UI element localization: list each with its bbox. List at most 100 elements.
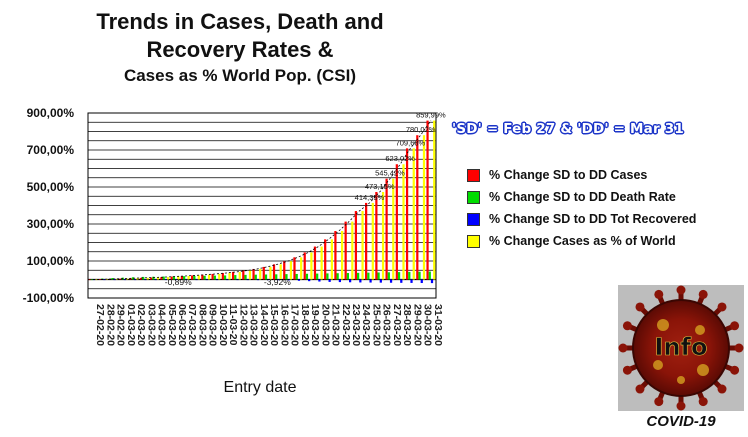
bar--change-sd-to-dd-cases-10-03-20	[211, 273, 214, 280]
bar--change-sd-to-dd-tot-recovered-10-03-20	[215, 279, 219, 281]
legend-label-world: % Change Cases as % of World	[489, 234, 676, 248]
bar--change-sd-to-dd-cases-09-03-20	[201, 274, 204, 280]
x-tick-label: 22-03-20	[340, 304, 352, 346]
x-tick-label: 11-03-20	[227, 304, 239, 346]
bar--change-sd-to-dd-tot-recovered-09-03-20	[205, 279, 208, 281]
legend-label-death-rate: % Change SD to DD Death Rate	[489, 190, 676, 204]
bar--change-sd-to-dd-death-rate-10-03-20	[213, 275, 216, 280]
legend-item-cases: % Change SD to DD Cases	[467, 164, 696, 186]
y-tick-label: -100,00%	[23, 291, 75, 305]
x-tick-label: 18-03-20	[299, 304, 311, 346]
bar--change-cases-as-of-world-07-03-20	[187, 275, 190, 280]
virus-icon: Info	[618, 285, 744, 411]
x-tick-label: 17-03-20	[289, 304, 301, 346]
x-tick-label: 25-03-20	[370, 304, 382, 346]
bar--change-sd-to-dd-tot-recovered-16-03-20	[277, 279, 280, 281]
bar--change-sd-to-dd-cases-18-03-20	[293, 257, 296, 280]
bar--change-cases-as-of-world-26-03-20	[381, 191, 385, 280]
bar--change-sd-to-dd-tot-recovered-21-03-20	[328, 279, 331, 282]
bar--change-sd-to-dd-cases-11-03-20	[221, 273, 224, 280]
bar--change-sd-to-dd-cases-25-03-20	[365, 202, 368, 280]
x-tick-label: 04-03-20	[156, 304, 168, 346]
bar--change-cases-as-of-world-12-03-20	[238, 271, 241, 280]
bar--change-sd-to-dd-death-rate-15-03-20	[264, 274, 268, 280]
x-tick-label: 09-03-20	[207, 304, 219, 346]
x-tick-label: 24-03-20	[360, 304, 372, 346]
bar--change-sd-to-dd-cases-26-03-20	[375, 191, 378, 280]
bar--change-sd-to-dd-cases-27-03-20	[385, 178, 388, 280]
bar--change-cases-as-of-world-06-03-20	[177, 276, 180, 280]
bar--change-sd-to-dd-cases-30-03-20	[416, 135, 419, 280]
legend-swatch-cases	[467, 168, 480, 182]
y-tick-label: 900,00%	[27, 106, 75, 120]
bar--change-cases-as-of-world-25-03-20	[371, 202, 374, 280]
bar--change-cases-as-of-world-01-03-20	[126, 278, 129, 280]
bar--change-sd-to-dd-cases-27-02-20	[88, 279, 91, 281]
x-tick-label: 21-03-20	[330, 304, 342, 346]
bar--change-cases-as-of-world-14-03-20	[259, 268, 262, 280]
x-tick-label: 15-03-20	[268, 304, 280, 346]
bar--change-sd-to-dd-cases-28-02-20	[98, 279, 102, 280]
bar--change-sd-to-dd-death-rate-26-03-20	[377, 272, 380, 280]
legend-swatch-world	[467, 234, 480, 248]
legend-item-world: % Change Cases as % of World	[467, 230, 696, 252]
bar--change-sd-to-dd-tot-recovered-06-03-20	[175, 279, 178, 281]
bar--change-cases-as-of-world-09-03-20	[207, 274, 211, 280]
bar--change-cases-as-of-world-20-03-20	[320, 246, 323, 280]
bar--change-sd-to-dd-cases-22-03-20	[334, 231, 337, 280]
bar--change-sd-to-dd-cases-08-03-20	[191, 275, 194, 280]
legend: % Change SD to DD Cases % Change SD to D…	[467, 164, 696, 252]
logo-caption: COVID-19	[646, 413, 716, 430]
bar--change-sd-to-dd-cases-06-03-20	[170, 276, 173, 280]
bar--change-cases-as-of-world-23-03-20	[351, 221, 354, 280]
bar--change-cases-as-of-world-15-03-20	[269, 266, 272, 280]
bar--change-sd-to-dd-death-rate-16-03-20	[275, 274, 278, 280]
bar--change-sd-to-dd-tot-recovered-25-03-20	[369, 279, 372, 283]
legend-swatch-recovered	[467, 212, 480, 226]
x-tick-label: 07-03-20	[186, 304, 198, 346]
x-tick-label: 19-03-20	[309, 304, 321, 346]
x-tick-label: 02-03-20	[135, 304, 147, 346]
bar--change-sd-to-dd-tot-recovered-30-03-20	[420, 279, 423, 284]
bar--change-sd-to-dd-cases-20-03-20	[313, 246, 317, 280]
bar--change-sd-to-dd-cases-21-03-20	[324, 239, 327, 280]
bar--change-sd-to-dd-tot-recovered-17-03-20	[287, 279, 290, 281]
bar--change-sd-to-dd-death-rate-27-03-20	[387, 272, 390, 280]
x-tick-label: 27-02-20	[94, 304, 106, 346]
bar--change-sd-to-dd-cases-23-03-20	[344, 221, 347, 280]
bar--change-sd-to-dd-death-rate-11-03-20	[223, 275, 227, 280]
data-label: -3,92%	[264, 277, 291, 287]
bar--change-cases-as-of-world-28-02-20	[105, 279, 108, 280]
data-label: 859,99%	[416, 111, 446, 120]
bar--change-sd-to-dd-tot-recovered-02-03-20	[134, 279, 137, 281]
bar--change-sd-to-dd-tot-recovered-23-03-20	[349, 279, 352, 283]
bar--change-sd-to-dd-tot-recovered-22-03-20	[338, 279, 341, 283]
x-tick-label: 13-03-20	[248, 304, 260, 346]
data-label: 545,42%	[375, 169, 405, 178]
date-note: 'SD' = Feb 27 & 'DD' = Mar 31	[452, 121, 684, 137]
chart-title-line-3: Cases as % World Pop. (CSI)	[123, 66, 357, 85]
bar--change-cases-as-of-world-02-03-20	[136, 278, 139, 280]
bar--change-sd-to-dd-tot-recovered-29-02-20	[113, 279, 116, 281]
bar--change-cases-as-of-world-19-03-20	[310, 252, 313, 280]
bar--change-sd-to-dd-tot-recovered-03-03-20	[144, 279, 147, 281]
covid-info-logo: Info	[618, 285, 744, 411]
bar--change-sd-to-dd-death-rate-27-02-20	[90, 279, 94, 281]
bar--change-cases-as-of-world-13-03-20	[248, 270, 252, 280]
bar--change-sd-to-dd-tot-recovered-26-03-20	[379, 279, 382, 283]
data-label: -0,89%	[165, 277, 192, 287]
bar--change-sd-to-dd-cases-16-03-20	[272, 264, 276, 280]
x-tick-label: 10-03-20	[217, 304, 229, 346]
x-tick-label: 30-03-20	[422, 304, 434, 346]
x-tick-label: 28-02-20	[104, 304, 116, 346]
bar--change-sd-to-dd-cases-19-03-20	[303, 252, 306, 280]
bar--change-sd-to-dd-death-rate-08-03-20	[193, 275, 196, 280]
bar--change-sd-to-dd-tot-recovered-24-03-20	[359, 279, 362, 283]
data-label: 780,02%	[406, 125, 436, 134]
x-tick-label: 20-03-20	[319, 304, 331, 346]
bar--change-sd-to-dd-death-rate-09-03-20	[203, 275, 206, 280]
y-tick-label: 100,00%	[27, 254, 75, 268]
legend-item-recovered: % Change SD to DD Tot Recovered	[467, 208, 696, 230]
bar--change-sd-to-dd-cases-29-03-20	[405, 148, 409, 280]
